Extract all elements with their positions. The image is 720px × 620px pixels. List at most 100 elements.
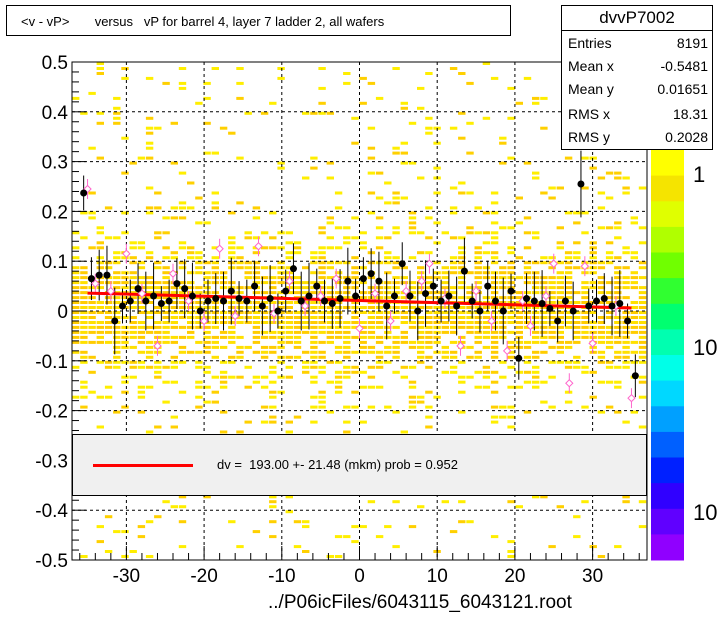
heat-cell — [597, 226, 606, 230]
heat-cell — [326, 266, 334, 270]
heat-cell — [408, 395, 417, 399]
heat-cell — [293, 345, 302, 349]
heat-cell — [219, 330, 228, 334]
heat-cell — [556, 186, 564, 190]
heat-cell — [417, 176, 425, 180]
heat-cell — [211, 67, 219, 70]
heat-cell — [302, 311, 310, 314]
heat-cell — [277, 276, 285, 280]
heat-cell — [474, 206, 482, 210]
heat-cell — [482, 276, 491, 280]
heat-cell — [359, 241, 367, 245]
heat-cell — [260, 111, 269, 115]
filled-marker — [523, 295, 531, 303]
heat-cell — [318, 316, 326, 319]
heat-cell — [581, 365, 589, 369]
heat-cell — [408, 405, 417, 409]
heat-cell — [597, 330, 606, 334]
heat-cell — [252, 291, 261, 295]
heat-cell — [507, 271, 515, 275]
open-marker — [541, 291, 551, 301]
heat-cell — [614, 335, 622, 339]
heat-cell — [310, 251, 318, 255]
heat-cell — [318, 390, 326, 394]
heat-cell — [441, 271, 449, 275]
heat-cell — [228, 131, 236, 135]
filled-marker — [126, 297, 134, 305]
heat-cell — [187, 251, 195, 255]
heat-cell — [449, 296, 458, 300]
heat-cell — [466, 191, 474, 195]
heat-cell — [417, 360, 425, 364]
heat-cell — [540, 495, 548, 499]
heat-cell — [589, 266, 597, 270]
heat-cell — [145, 116, 154, 120]
heat-cell — [441, 316, 449, 319]
heat-cell — [162, 276, 170, 280]
heat-cell — [260, 335, 269, 339]
heat-cell — [556, 505, 564, 509]
heat-cell — [417, 505, 425, 509]
heat-cell — [178, 311, 187, 314]
heat-cell — [392, 545, 400, 549]
heat-cell — [466, 375, 474, 379]
heat-cell — [441, 286, 449, 290]
heat-cell — [113, 236, 121, 240]
heat-cell — [104, 311, 113, 314]
heat-cell — [269, 395, 277, 399]
heat-cell — [178, 325, 187, 329]
heat-cell — [104, 340, 113, 344]
heat-cell — [458, 321, 466, 324]
heat-cell — [170, 380, 178, 384]
heat-cell — [154, 321, 162, 324]
heat-cell — [458, 256, 466, 260]
heat-cell — [597, 335, 606, 339]
y-tick-label: 0.3 — [42, 153, 68, 174]
heat-cell — [219, 335, 228, 339]
heat-cell — [195, 350, 203, 354]
x-tick-label: 30 — [582, 566, 603, 587]
heat-cell — [564, 261, 573, 265]
heat-cell — [203, 271, 211, 275]
heat-cell — [178, 67, 187, 70]
heat-cell — [203, 385, 211, 389]
filled-marker — [173, 280, 181, 288]
heat-cell — [392, 370, 400, 374]
heat-cell — [556, 291, 564, 295]
heat-cell — [121, 281, 129, 285]
stat-label: Mean y — [568, 81, 614, 97]
heat-cell — [104, 321, 113, 324]
heat-cell — [211, 206, 219, 210]
heat-cell — [277, 355, 285, 359]
heat-cell — [392, 231, 400, 235]
heat-cell — [458, 340, 466, 344]
heat-cell — [113, 121, 121, 125]
heat-cell — [195, 321, 203, 324]
heat-cell — [499, 141, 507, 145]
heat-cell — [137, 330, 146, 334]
heat-cell — [236, 96, 244, 100]
heat-cell — [145, 325, 154, 329]
heat-cell — [88, 390, 96, 394]
heat-cell — [359, 345, 367, 349]
heat-cell — [490, 380, 499, 384]
heat-cell — [195, 266, 203, 270]
heat-cell — [203, 291, 211, 295]
heat-cell — [614, 325, 622, 329]
heat-cell — [80, 306, 88, 309]
heat-cell — [532, 325, 540, 329]
heat-cell — [589, 301, 597, 304]
heat-cell — [80, 355, 88, 359]
heat-cell — [515, 311, 523, 314]
heat-cell — [334, 261, 343, 265]
heat-cell — [277, 261, 285, 265]
heat-cell — [121, 271, 129, 275]
heat-cell — [277, 231, 285, 235]
filled-marker — [577, 180, 585, 188]
heat-cell — [532, 276, 540, 280]
heat-cell — [72, 316, 80, 319]
heat-cell — [80, 296, 88, 300]
heat-cell — [211, 325, 219, 329]
heat-cell — [72, 340, 80, 344]
heat-cell — [630, 340, 638, 344]
